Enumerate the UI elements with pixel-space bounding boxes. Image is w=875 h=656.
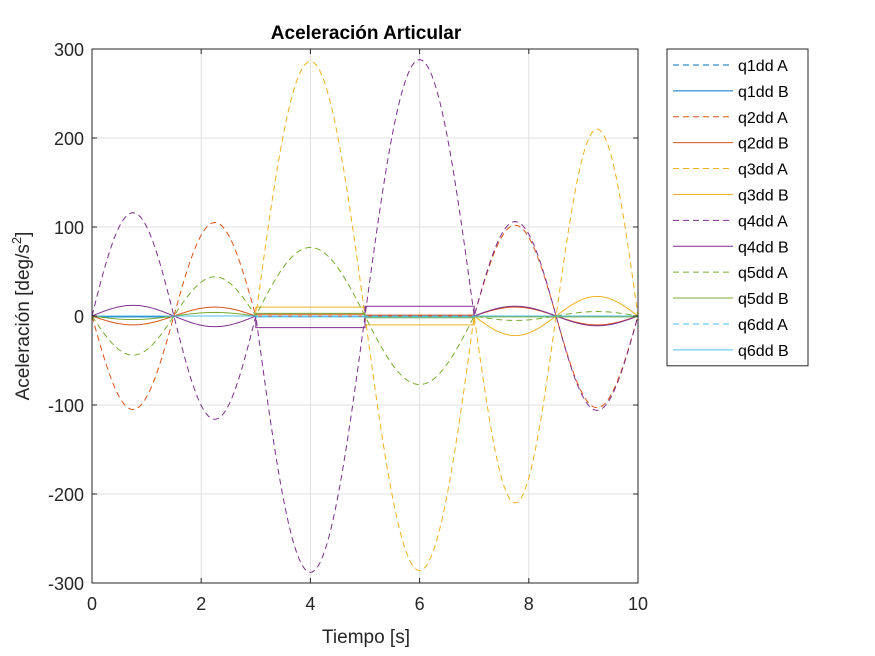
x-tick-label: 0 [87, 594, 97, 614]
y-axis-label: Aceleración [deg/s2] [9, 232, 34, 401]
x-tick-label: 2 [196, 594, 206, 614]
y-axis-label-close: ] [13, 232, 34, 237]
legend-label-q4dd-a: q4dd A [738, 213, 788, 230]
legend-label-q1dd-a: q1dd A [738, 58, 788, 75]
y-tick-label: -100 [48, 396, 84, 416]
legend-label-q2dd-b: q2dd B [738, 136, 789, 153]
legend-label-q5dd-b: q5dd B [738, 291, 789, 308]
legend-box [666, 48, 809, 367]
x-tick-label: 10 [628, 594, 648, 614]
legend: q1dd A q1dd B q2dd A q2dd B q3dd A q3dd B q4dd… [666, 48, 809, 367]
legend-label-q5dd-a: q5dd A [738, 265, 788, 282]
legend-label-q1dd-b: q1dd B [738, 84, 789, 101]
legend-label-q4dd-b: q4dd B [738, 239, 789, 256]
series-layer [91, 59, 639, 573]
y-tick-label: 100 [54, 218, 84, 238]
x-tick-label: 6 [415, 594, 425, 614]
y-tick-label: 300 [54, 40, 84, 60]
legend-label-q2dd-a: q2dd A [738, 110, 788, 127]
y-tick-label: 200 [54, 129, 84, 149]
series-line-q6dd-b [92, 315, 638, 318]
legend-label-q3dd-a: q3dd A [738, 162, 788, 179]
x-tick-label: 8 [524, 594, 534, 614]
y-axis-label-superscript: 2 [9, 237, 24, 244]
y-tick-label: 0 [74, 307, 84, 327]
y-tick-label: -300 [48, 574, 84, 594]
legend-label-q6dd-b: q6dd B [738, 343, 789, 360]
legend-label-q3dd-b: q3dd B [738, 187, 789, 204]
y-tick-label: -200 [48, 485, 84, 505]
legend-label-q6dd-a: q6dd A [738, 317, 788, 334]
y-axis-label-main: Aceleración [deg/s [13, 244, 34, 400]
x-axis-label: Tiempo [s] [322, 627, 410, 648]
chart-title: Aceleración Articular [271, 23, 462, 44]
x-tick-label: 4 [305, 594, 315, 614]
ticks: 0 2 4 6 8 10 -300 -200 -100 0 100 200 300 [48, 40, 648, 614]
